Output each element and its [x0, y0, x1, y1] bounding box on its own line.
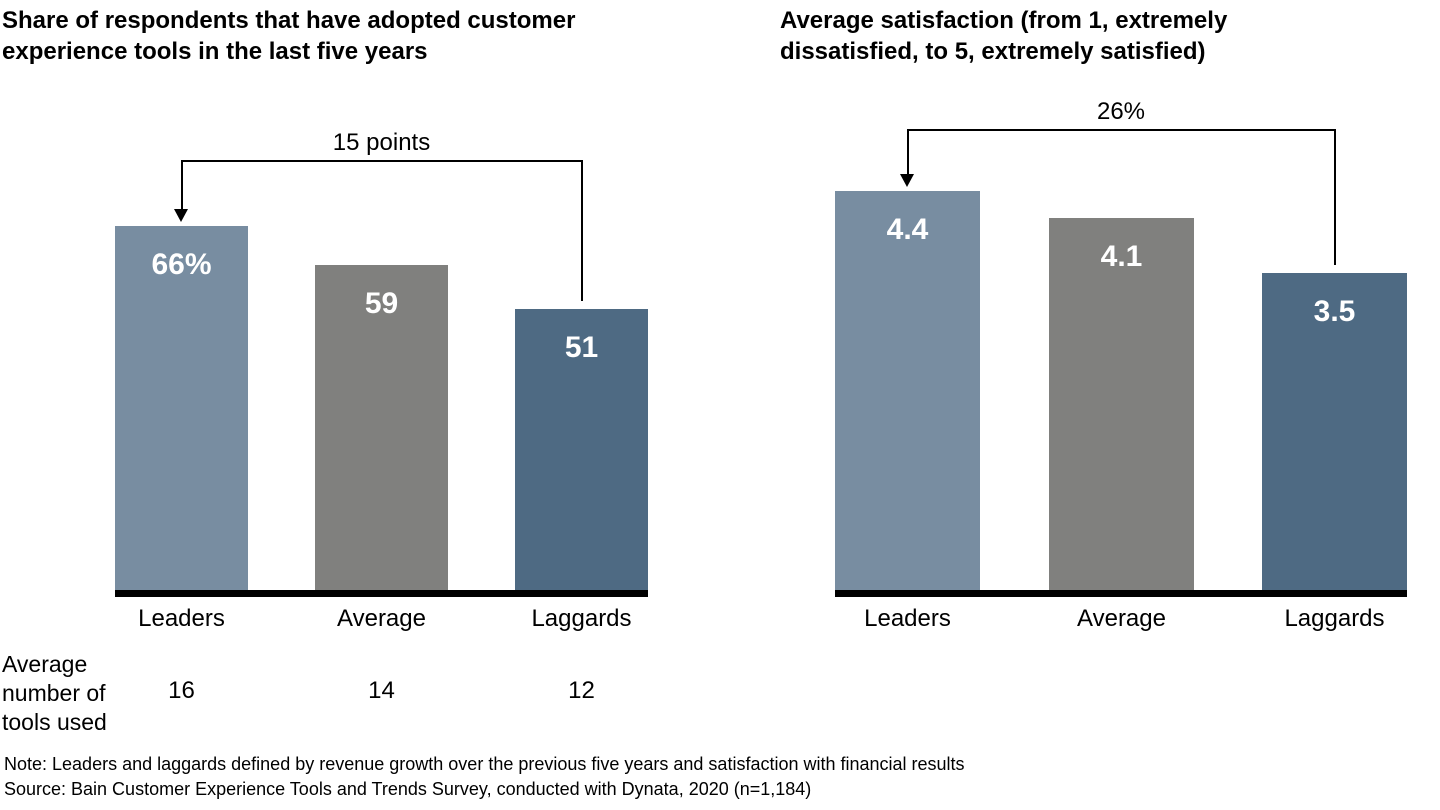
bar-value-label: 4.1: [1100, 240, 1143, 273]
row-annotation-value: 12: [568, 677, 595, 704]
bar-laggards: 51: [515, 309, 648, 590]
bar-value-label: 66%: [151, 248, 212, 281]
x-axis-label-laggards: Laggards: [531, 605, 632, 632]
bar-average: 59: [315, 265, 448, 590]
right-chart-title: Average satisfaction (from 1, extremely …: [780, 7, 1228, 65]
x-axis-label-average: Average: [337, 605, 426, 632]
row-annotation-value: 16: [168, 677, 195, 704]
x-axis-label-laggards: Laggards: [1284, 605, 1385, 632]
note-text: Note: Leaders and laggards defined by re…: [4, 754, 965, 774]
row-annotation-label: Average number of tools used: [2, 651, 107, 735]
bar-average: 4.1: [1049, 218, 1194, 590]
bracket-left-line: [906, 129, 909, 174]
bar-value-label: 4.4: [886, 213, 929, 246]
bracket-horizontal-line: [906, 129, 1336, 131]
bar-value-label: 3.5: [1313, 295, 1356, 328]
row-annotation-value: 14: [368, 677, 395, 704]
bracket-annotation-label: 15 points: [332, 129, 431, 156]
bracket-annotation-label: 26%: [1096, 98, 1146, 125]
bar-leaders: 66%: [115, 226, 248, 590]
bracket-horizontal-line: [180, 160, 583, 162]
bar-laggards: 3.5: [1262, 273, 1407, 590]
x-axis-line: [115, 590, 648, 597]
source-text: Source: Bain Customer Experience Tools a…: [4, 779, 812, 799]
x-axis-label-leaders: Leaders: [864, 605, 951, 632]
arrow-down-icon: [173, 209, 188, 222]
left-chart-title: Share of respondents that have adopted c…: [2, 7, 576, 65]
x-axis-line: [835, 590, 1407, 597]
bracket-right-line: [1333, 129, 1336, 265]
x-axis-label-leaders: Leaders: [138, 605, 225, 632]
bar-value-label: 59: [364, 287, 399, 320]
bracket-right-line: [580, 160, 583, 301]
bar-leaders: 4.4: [835, 191, 980, 590]
arrow-down-icon: [899, 174, 914, 187]
bar-value-label: 51: [564, 331, 599, 364]
x-axis-label-average: Average: [1077, 605, 1166, 632]
bracket-left-line: [180, 160, 183, 209]
